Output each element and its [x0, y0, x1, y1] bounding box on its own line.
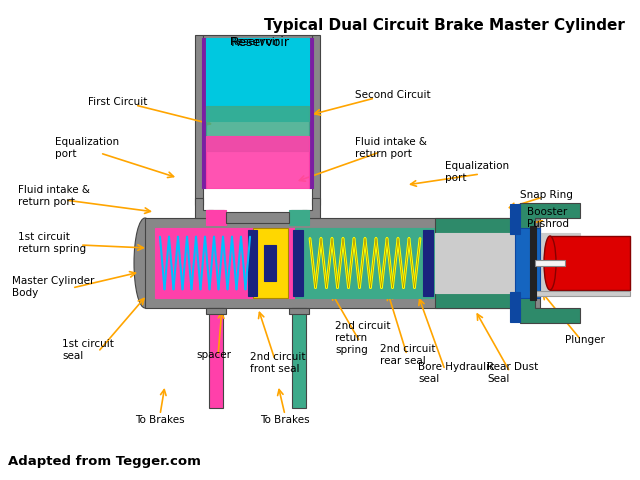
Bar [530, 226, 536, 300]
Text: Plunger: Plunger [565, 335, 605, 345]
Bar [423, 230, 433, 296]
Text: 1st circuit
return spring: 1st circuit return spring [18, 232, 86, 254]
Bar [510, 292, 520, 322]
Text: Booster
Pushrod: Booster Pushrod [527, 207, 569, 229]
Bar [203, 35, 312, 39]
Ellipse shape [134, 218, 156, 308]
Bar [248, 230, 257, 296]
Bar [206, 38, 309, 120]
Bar [291, 210, 307, 220]
Text: First Circuit: First Circuit [88, 97, 147, 107]
Text: Equalization
port: Equalization port [55, 137, 119, 159]
Text: Adapted from Tegger.com: Adapted from Tegger.com [8, 455, 201, 468]
Bar [289, 308, 309, 314]
Text: Second Circuit: Second Circuit [355, 90, 431, 100]
Text: Fluid intake &
return port: Fluid intake & return port [355, 137, 427, 159]
Text: Reservoir: Reservoir [230, 37, 280, 47]
Bar [209, 308, 223, 408]
Bar [535, 260, 565, 266]
Bar [208, 210, 224, 220]
Bar [145, 218, 540, 308]
Text: spacer: spacer [196, 350, 231, 360]
Bar [510, 204, 520, 234]
Bar [292, 308, 306, 408]
Bar [226, 212, 289, 223]
Text: 2nd circuit
rear seal: 2nd circuit rear seal [380, 344, 435, 366]
Bar [206, 106, 309, 151]
Bar [206, 308, 226, 314]
Text: Typical Dual Circuit Brake Master Cylinder: Typical Dual Circuit Brake Master Cylind… [264, 18, 625, 33]
Text: Fluid intake &
return port: Fluid intake & return port [18, 185, 90, 207]
Text: Equalization
port: Equalization port [445, 161, 509, 183]
Bar [312, 35, 320, 205]
Text: Bore Hydraulic
seal: Bore Hydraulic seal [418, 362, 495, 384]
Bar [206, 210, 226, 225]
Text: Master Cylinder
Body: Master Cylinder Body [12, 276, 94, 298]
Ellipse shape [544, 236, 556, 290]
Polygon shape [302, 198, 320, 218]
Text: Snap Ring: Snap Ring [520, 190, 573, 200]
Bar [155, 228, 295, 298]
Bar [309, 38, 313, 188]
Bar [530, 291, 630, 296]
Bar [293, 230, 303, 296]
Bar [295, 228, 440, 298]
Bar [435, 233, 580, 293]
Bar [264, 245, 276, 281]
Text: 1st circuit
seal: 1st circuit seal [62, 339, 114, 361]
Bar [289, 210, 309, 225]
Text: 2nd circuit
return
spring: 2nd circuit return spring [335, 322, 390, 355]
Bar [253, 228, 288, 298]
Text: To Brakes: To Brakes [260, 415, 310, 425]
Text: 2nd circuit
front seal: 2nd circuit front seal [250, 352, 305, 374]
Bar [440, 228, 520, 298]
Bar [206, 135, 309, 188]
Bar [515, 228, 540, 298]
Bar [195, 35, 203, 205]
Polygon shape [195, 198, 213, 218]
Text: To Brakes: To Brakes [135, 415, 185, 425]
Polygon shape [435, 203, 580, 323]
Text: Reservoir: Reservoir [230, 36, 289, 48]
Bar [550, 236, 630, 290]
Bar [202, 38, 206, 188]
Text: Rear Dust
Seal: Rear Dust Seal [487, 362, 538, 384]
